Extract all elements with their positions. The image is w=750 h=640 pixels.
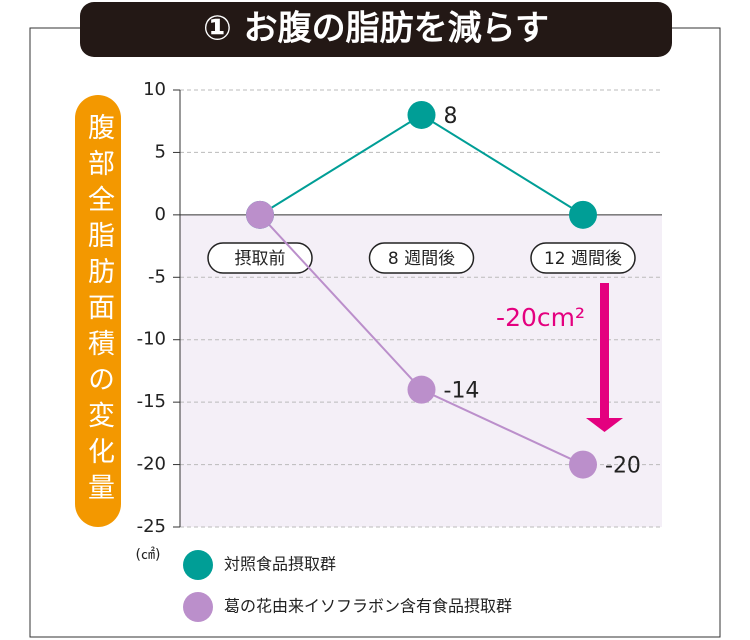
y-tick-label: -20	[137, 454, 166, 475]
data-label: 8	[444, 104, 458, 129]
y-tick-label: 10	[143, 79, 166, 100]
chart-title: ① お腹の脂肪を減らす	[203, 9, 549, 49]
category-pill	[368, 242, 475, 274]
data-label: -14	[444, 379, 480, 404]
data-point	[407, 375, 436, 404]
unit-label: (㎠)	[136, 547, 161, 563]
x-tick-label: 8 週間後	[388, 249, 455, 269]
data-point	[407, 100, 436, 129]
legend-label: 葛の花由来イソフラボン含有食品摂取群	[224, 597, 512, 616]
legend-marker	[183, 550, 213, 580]
category-pill	[530, 242, 636, 274]
y-tick-label: -15	[137, 391, 166, 412]
legend-label: 対照食品摂取群	[224, 555, 336, 574]
y-axis-label: 腹部全脂肪面積の変化量	[75, 95, 121, 527]
title-bar	[80, 2, 672, 57]
y-tick-label: -5	[148, 266, 166, 287]
x-tick-label: 12 週間後	[544, 249, 622, 269]
y-tick-label: -25	[137, 516, 166, 537]
x-tick-label: 摂取前	[235, 249, 286, 269]
category-pill	[207, 242, 313, 274]
data-point	[569, 450, 597, 479]
data-point	[569, 200, 597, 229]
legend-marker	[183, 592, 213, 622]
y-tick-label: 0	[155, 204, 166, 225]
arrow-head	[586, 418, 623, 432]
data-label: -20	[605, 454, 641, 479]
y-tick-label: -10	[137, 329, 166, 350]
y-tick-label: 5	[155, 141, 166, 162]
data-point	[246, 200, 274, 229]
series-line	[259, 113, 584, 216]
annotation: -20cm²	[496, 303, 585, 332]
arrow-shaft	[600, 283, 609, 418]
